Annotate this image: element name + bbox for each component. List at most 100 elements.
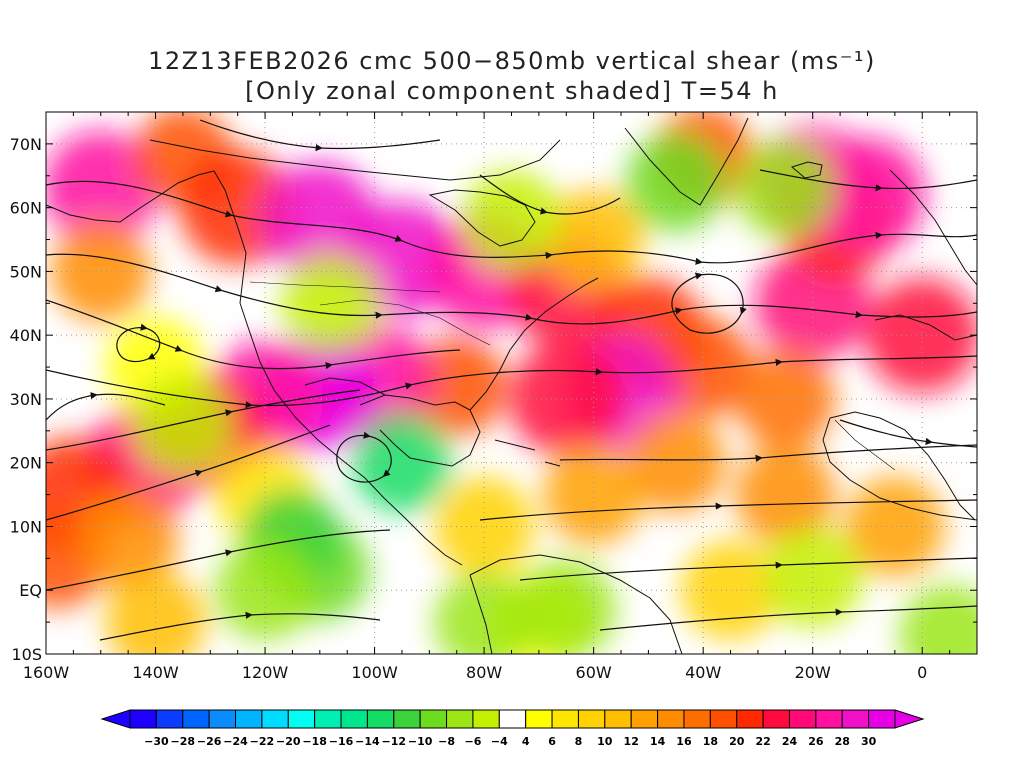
lon-label: 100W bbox=[351, 663, 398, 682]
colorbar-label: 20 bbox=[729, 735, 745, 748]
colorbar-label: 24 bbox=[782, 735, 798, 748]
colorbar-swatch bbox=[235, 709, 263, 729]
colorbar-swatch bbox=[393, 709, 421, 729]
colorbar-swatch bbox=[446, 709, 474, 729]
colorbar-swatch bbox=[525, 709, 553, 729]
shear-cell bbox=[516, 559, 617, 654]
colorbar-label: −4 bbox=[491, 735, 508, 748]
streamline bbox=[46, 253, 977, 325]
colorbar-swatch bbox=[577, 709, 606, 729]
colorbar-swatch bbox=[762, 709, 790, 729]
colorbar-swatch bbox=[736, 709, 764, 729]
streamline bbox=[479, 499, 977, 521]
title-line-1: 12Z13FEB2026 cmc 500−850mb vertical shea… bbox=[148, 47, 876, 75]
lat-label: EQ bbox=[19, 581, 42, 600]
colorbar-swatch bbox=[868, 709, 896, 729]
streamline bbox=[336, 431, 392, 483]
streamline bbox=[599, 605, 977, 631]
colorbar-label: −10 bbox=[408, 735, 433, 748]
colorbar-label: −12 bbox=[382, 735, 407, 748]
streamline bbox=[99, 611, 381, 641]
lon-label: 160W bbox=[23, 663, 70, 682]
south-america-coast bbox=[469, 554, 683, 654]
axis-ticks bbox=[45, 111, 978, 655]
colorbar-label: −20 bbox=[276, 735, 301, 748]
colorbar-swatch bbox=[129, 709, 157, 729]
shear-cell bbox=[625, 132, 726, 233]
colorbar-swatch bbox=[419, 709, 448, 729]
colorbar-label: 14 bbox=[650, 735, 666, 748]
title-line-2: [Only zonal component shaded] T=54 h bbox=[245, 77, 779, 105]
lon-label: 0 bbox=[917, 663, 927, 682]
colorbar-arrow-right bbox=[894, 709, 925, 729]
lon-label: 60W bbox=[576, 663, 612, 682]
streamline bbox=[46, 180, 977, 265]
colorbar-label: 26 bbox=[808, 735, 824, 748]
colorbar-label: −26 bbox=[197, 735, 222, 748]
plot-area bbox=[46, 112, 977, 654]
streamline bbox=[519, 557, 977, 581]
colorbar-label: 6 bbox=[548, 735, 556, 748]
shear-cell bbox=[280, 253, 381, 354]
lat-label: 10N bbox=[10, 517, 42, 536]
streamline bbox=[46, 355, 977, 409]
colorbar-swatch bbox=[472, 709, 500, 729]
colorbar-swatch bbox=[630, 709, 659, 729]
greenland bbox=[624, 117, 749, 206]
streamline bbox=[839, 419, 977, 448]
alaska-coast bbox=[46, 170, 215, 223]
south-america-west bbox=[469, 574, 493, 654]
lat-label: 10S bbox=[11, 645, 42, 664]
shear-cell bbox=[434, 572, 535, 654]
colorbar-label: −16 bbox=[329, 735, 354, 748]
shear-cell bbox=[735, 138, 836, 239]
colorbar-label: −28 bbox=[170, 735, 195, 748]
latitude-labels: 70N 60N 50N 40N 30N 20N 10N EQ 10S bbox=[10, 135, 42, 664]
colorbar-label: 16 bbox=[676, 735, 692, 748]
colorbar-swatch bbox=[498, 709, 527, 729]
streamline bbox=[759, 169, 977, 192]
plot-title: 12Z13FEB2026 cmc 500−850mb vertical shea… bbox=[0, 46, 1024, 106]
streamline bbox=[479, 174, 621, 215]
shear-cell bbox=[864, 277, 977, 394]
shear-cell bbox=[735, 444, 836, 545]
lon-label: 20W bbox=[795, 663, 831, 682]
shear-cell bbox=[543, 444, 644, 545]
colorbar-swatch bbox=[182, 709, 210, 729]
colorbar-swatch bbox=[683, 709, 711, 729]
lat-label: 60N bbox=[10, 199, 42, 218]
shear-cell bbox=[434, 476, 535, 577]
colorbar-swatch bbox=[314, 709, 342, 729]
colorbar-label: 22 bbox=[755, 735, 770, 748]
shear-cell bbox=[50, 221, 151, 322]
shear-cell bbox=[899, 584, 977, 654]
colorbar-swatch bbox=[551, 709, 579, 729]
africa-west bbox=[822, 417, 977, 521]
colorbar-label: 18 bbox=[703, 735, 718, 748]
colorbar-label: −14 bbox=[355, 735, 380, 748]
iceland bbox=[790, 161, 823, 179]
colorbar-label: −30 bbox=[144, 735, 169, 748]
colorbar-swatch bbox=[366, 709, 395, 729]
lat-label: 30N bbox=[10, 390, 42, 409]
colorbar-label: 12 bbox=[624, 735, 639, 748]
colorbar-swatch bbox=[208, 709, 237, 729]
colorbar-swatch bbox=[604, 709, 632, 729]
colorbar-swatch bbox=[155, 709, 184, 729]
colorbar-swatch bbox=[709, 709, 738, 729]
colorbar-swatch bbox=[287, 709, 316, 729]
lon-label: 120W bbox=[242, 663, 289, 682]
streamline bbox=[46, 424, 331, 521]
streamline bbox=[559, 444, 977, 462]
colorbar-swatch bbox=[788, 709, 817, 729]
streamline bbox=[199, 119, 441, 152]
caribbean-islands bbox=[494, 439, 561, 467]
streamline bbox=[671, 272, 747, 334]
lat-label: 20N bbox=[10, 454, 42, 473]
colorbar-label: 28 bbox=[835, 735, 850, 748]
streamline bbox=[46, 389, 361, 451]
shear-cell bbox=[735, 348, 836, 449]
streamline bbox=[46, 529, 391, 591]
colorbar-swatch bbox=[841, 709, 870, 729]
